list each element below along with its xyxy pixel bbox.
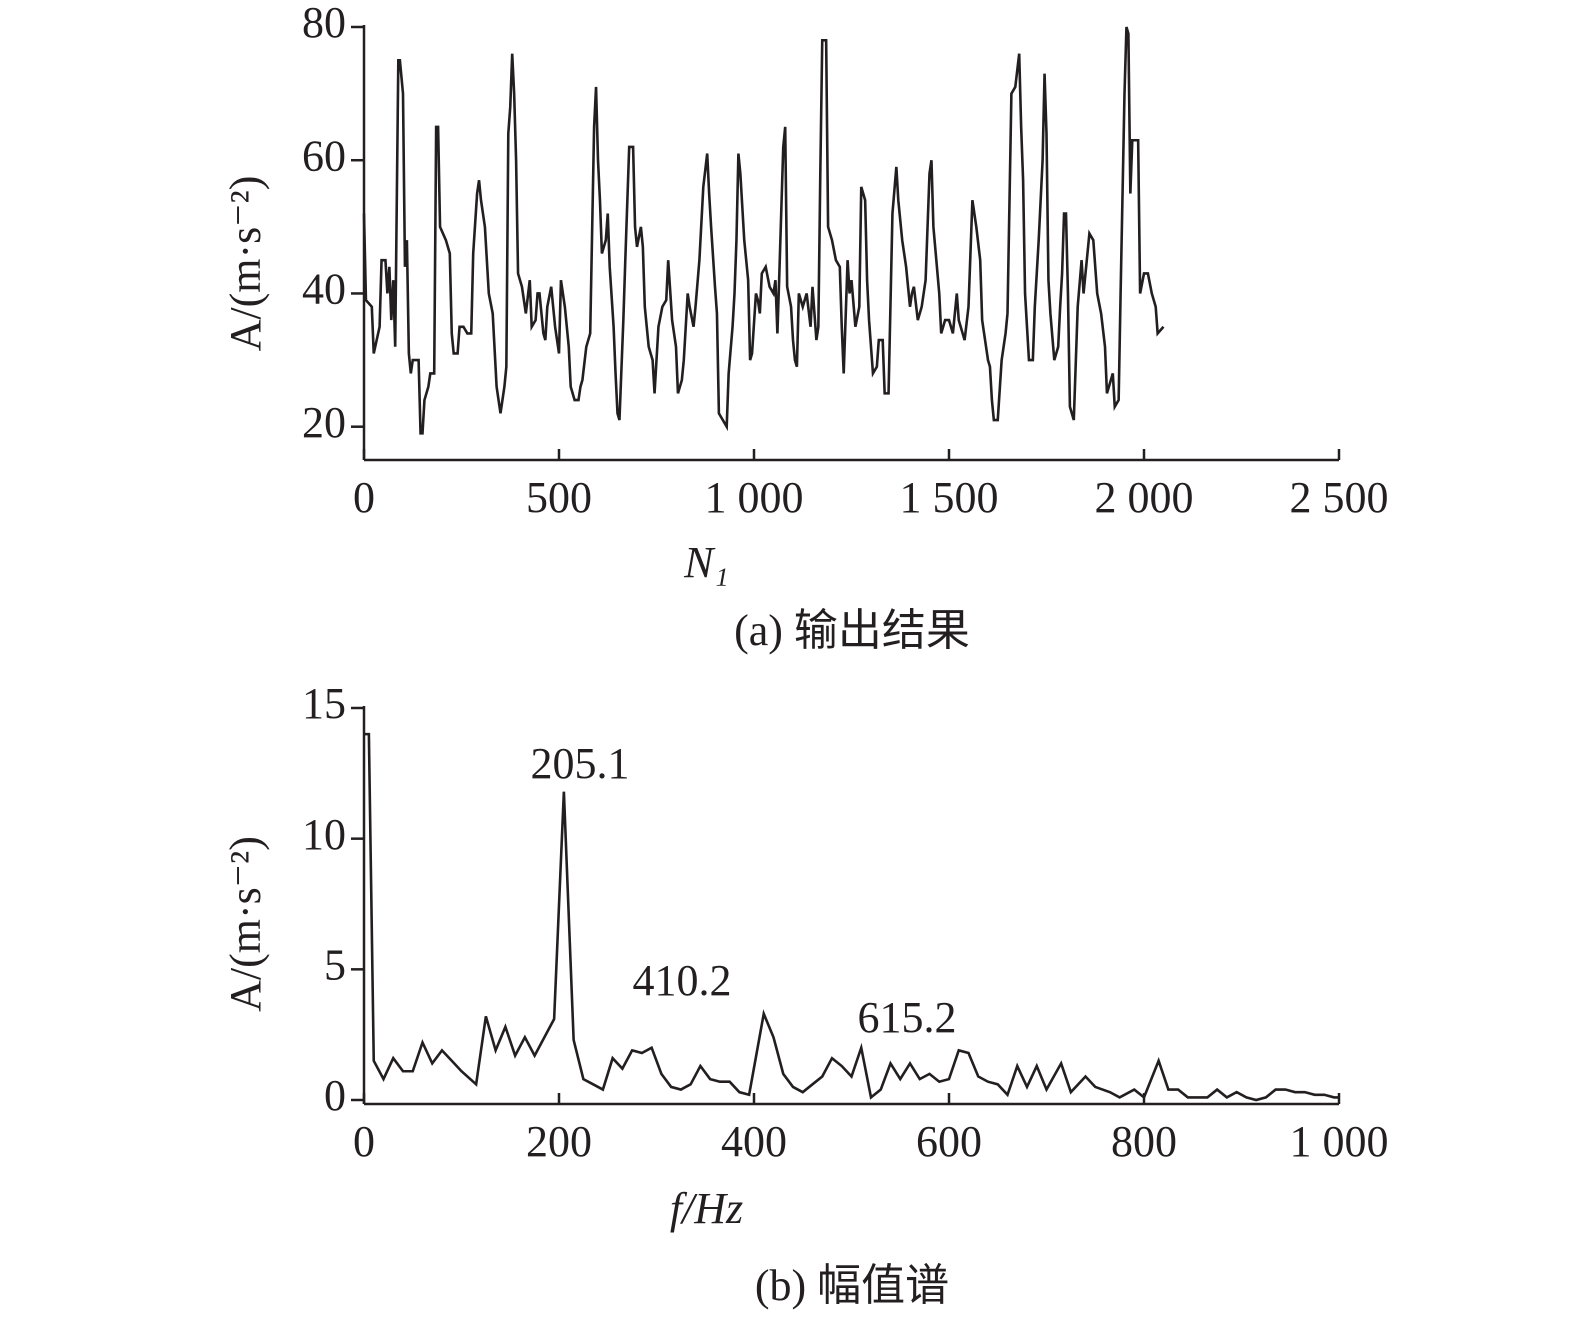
caption: (a) 输出结果 — [734, 606, 970, 655]
x-tick-label: 600 — [916, 1117, 982, 1166]
caption: (b) 幅值谱 — [755, 1261, 949, 1310]
y-tick-label: 0 — [324, 1071, 346, 1120]
y-tick-label: 5 — [324, 940, 346, 989]
annotation: 410.2 — [633, 956, 732, 1005]
x-tick-label: 500 — [526, 473, 592, 522]
y-tick-label: 40 — [302, 265, 346, 314]
x-tick-label: 0 — [353, 1117, 375, 1166]
y-tick-label: 80 — [302, 0, 346, 47]
data-line — [364, 732, 1339, 1102]
annotation: 205.1 — [531, 739, 630, 788]
y-axis-label: A/(m·s⁻²) — [221, 176, 270, 352]
y-axis-label: A/(m·s⁻²) — [221, 836, 270, 1012]
x-tick-label: 800 — [1111, 1117, 1177, 1166]
x-tick-label: 2 000 — [1095, 473, 1194, 522]
annotation: 615.2 — [858, 993, 957, 1042]
x-tick-label: 2 500 — [1290, 473, 1389, 522]
y-tick-label: 20 — [302, 398, 346, 447]
x-tick-label: 0 — [353, 473, 375, 522]
x-tick-label: 1 500 — [900, 473, 999, 522]
data-line — [362, 26, 1165, 435]
y-tick-label: 60 — [302, 131, 346, 180]
y-tick-label: 15 — [302, 679, 346, 728]
x-axis-label: N₁ — [683, 538, 729, 587]
x-axis-label: f/Hz — [670, 1184, 743, 1233]
x-tick-label: 400 — [721, 1117, 787, 1166]
x-tick-label: 1 000 — [705, 473, 804, 522]
y-tick-label: 10 — [302, 810, 346, 859]
x-tick-label: 200 — [526, 1117, 592, 1166]
x-tick-label: 1 000 — [1290, 1117, 1389, 1166]
